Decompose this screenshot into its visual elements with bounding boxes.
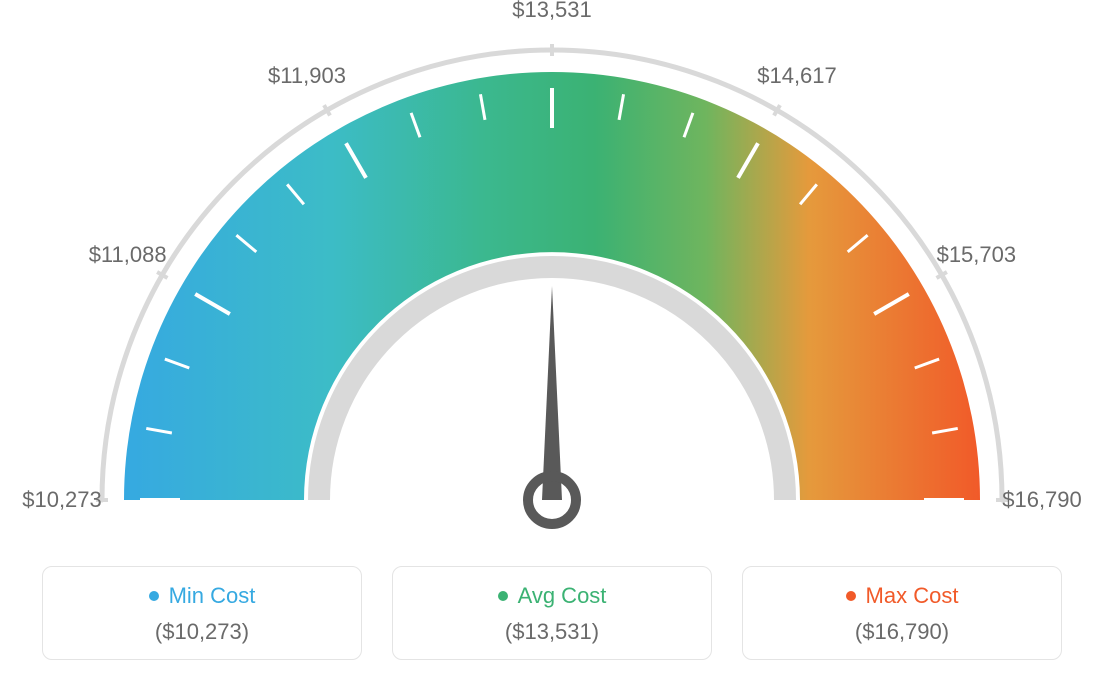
gauge-tick-label: $16,790 xyxy=(1002,487,1082,513)
dot-icon xyxy=(498,591,508,601)
gauge-tick-label: $11,903 xyxy=(268,63,346,89)
min-cost-label: Min Cost xyxy=(169,583,256,609)
gauge-tick-label: $13,531 xyxy=(512,0,592,23)
gauge-tick-label: $15,703 xyxy=(937,242,1017,268)
avg-cost-label: Avg Cost xyxy=(518,583,607,609)
gauge-tick-label: $11,088 xyxy=(89,242,167,268)
avg-cost-title: Avg Cost xyxy=(498,583,607,609)
summary-row: Min Cost ($10,273) Avg Cost ($13,531) Ma… xyxy=(0,566,1104,660)
avg-cost-card: Avg Cost ($13,531) xyxy=(392,566,712,660)
max-cost-title: Max Cost xyxy=(846,583,959,609)
dot-icon xyxy=(846,591,856,601)
cost-gauge: $10,273 $11,088 $11,903 $13,531 $14,617 $15,7… xyxy=(0,0,1104,550)
max-cost-card: Max Cost ($16,790) xyxy=(742,566,1062,660)
min-cost-card: Min Cost ($10,273) xyxy=(42,566,362,660)
dot-icon xyxy=(149,591,159,601)
gauge-svg xyxy=(0,0,1104,560)
gauge-tick-label: $10,273 xyxy=(22,487,102,513)
max-cost-label: Max Cost xyxy=(866,583,959,609)
min-cost-title: Min Cost xyxy=(149,583,256,609)
min-cost-value: ($10,273) xyxy=(53,619,351,645)
gauge-tick-label: $14,617 xyxy=(757,63,837,89)
max-cost-value: ($16,790) xyxy=(753,619,1051,645)
avg-cost-value: ($13,531) xyxy=(403,619,701,645)
